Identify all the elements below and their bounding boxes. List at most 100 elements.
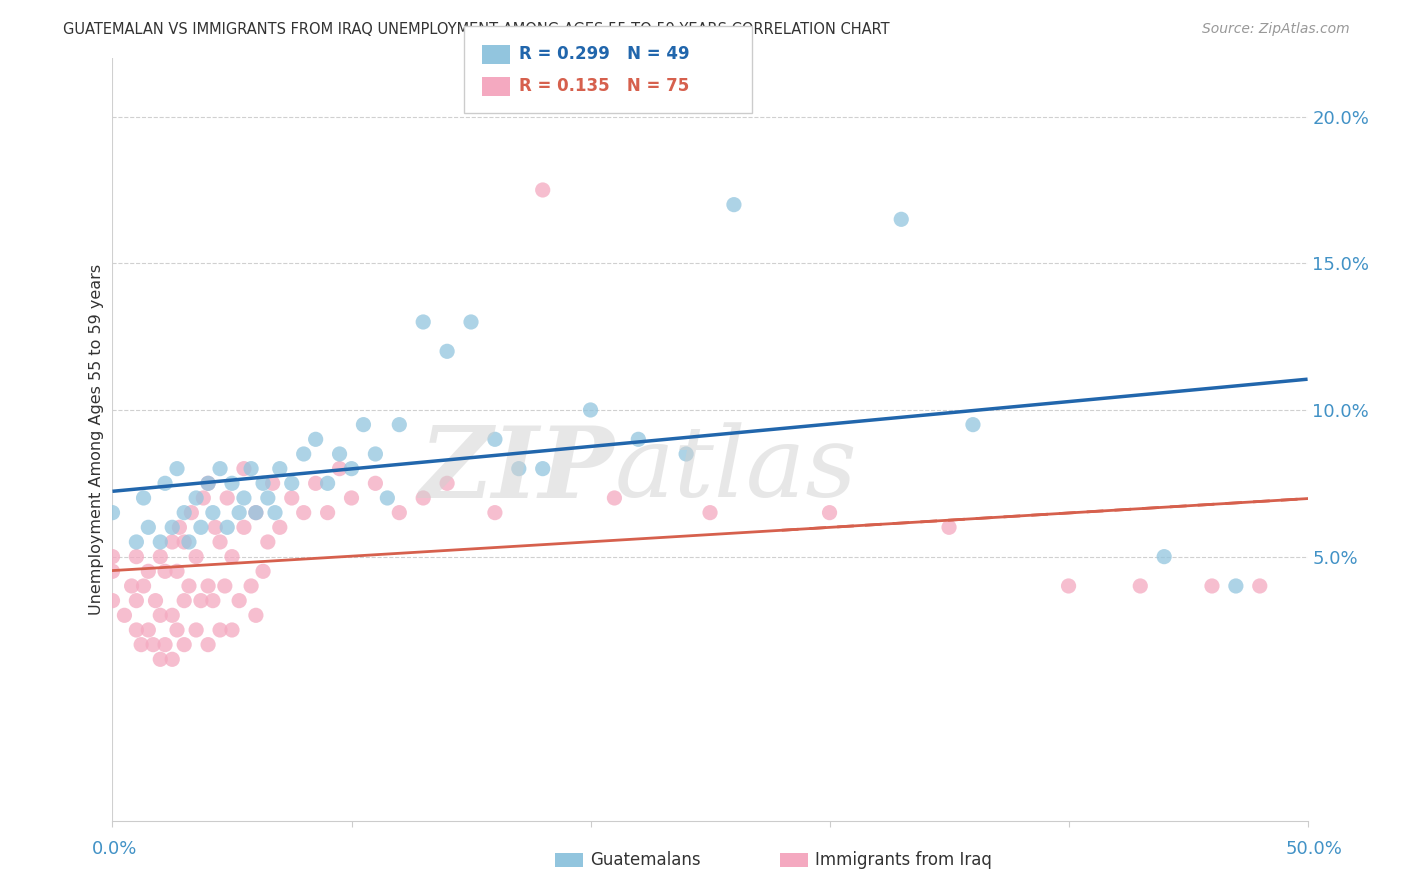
Point	[436, 344, 458, 359]
Point	[228, 593, 250, 607]
Text: Guatemalans: Guatemalans	[591, 851, 702, 869]
Point	[125, 623, 148, 637]
Point	[252, 564, 274, 578]
Point	[281, 491, 304, 505]
Point	[508, 461, 530, 475]
Point	[101, 506, 124, 520]
Point	[209, 535, 232, 549]
Point	[221, 623, 243, 637]
Point	[166, 461, 188, 475]
Point	[340, 491, 363, 505]
Point	[149, 652, 172, 666]
Point	[269, 520, 291, 534]
Point	[531, 183, 554, 197]
Point	[531, 461, 554, 475]
Point	[484, 433, 506, 447]
Point	[316, 506, 339, 520]
Point	[245, 506, 267, 520]
Point	[197, 476, 219, 491]
Point	[221, 476, 243, 491]
Y-axis label: Unemployment Among Ages 55 to 59 years: Unemployment Among Ages 55 to 59 years	[89, 264, 104, 615]
Point	[173, 535, 195, 549]
Text: atlas: atlas	[614, 422, 858, 517]
Point	[233, 491, 256, 505]
Point	[204, 520, 226, 534]
Point	[186, 549, 208, 564]
Point	[125, 549, 148, 564]
Point	[149, 535, 172, 549]
Point	[142, 638, 165, 652]
Point	[1201, 579, 1223, 593]
Point	[240, 461, 263, 475]
Point	[436, 476, 458, 491]
Point	[484, 506, 506, 520]
Point	[129, 638, 152, 652]
Point	[340, 461, 363, 475]
Point	[162, 608, 183, 623]
Point	[153, 564, 176, 578]
Point	[209, 623, 232, 637]
Text: Immigrants from Iraq: Immigrants from Iraq	[815, 851, 993, 869]
Point	[281, 476, 304, 491]
Text: R = 0.299   N = 49: R = 0.299 N = 49	[519, 45, 689, 62]
Point	[138, 520, 160, 534]
Point	[818, 506, 841, 520]
Point	[305, 476, 328, 491]
Point	[257, 535, 280, 549]
Point	[114, 608, 135, 623]
Point	[197, 579, 219, 593]
Point	[352, 417, 374, 432]
Point	[460, 315, 482, 329]
Point	[186, 491, 208, 505]
Point	[138, 564, 160, 578]
Point	[121, 579, 143, 593]
Text: GUATEMALAN VS IMMIGRANTS FROM IRAQ UNEMPLOYMENT AMONG AGES 55 TO 59 YEARS CORREL: GUATEMALAN VS IMMIGRANTS FROM IRAQ UNEMP…	[63, 22, 890, 37]
Point	[257, 491, 280, 505]
Point	[1249, 579, 1271, 593]
Point	[233, 461, 256, 475]
Point	[329, 447, 352, 461]
Point	[173, 638, 195, 652]
Point	[101, 593, 124, 607]
Point	[138, 623, 160, 637]
Point	[388, 417, 411, 432]
Point	[292, 506, 315, 520]
Text: R = 0.135   N = 75: R = 0.135 N = 75	[519, 77, 689, 95]
Point	[197, 638, 219, 652]
Point	[162, 520, 183, 534]
Point	[209, 461, 232, 475]
Point	[177, 535, 200, 549]
Point	[149, 608, 172, 623]
Point	[162, 652, 183, 666]
Text: ZIP: ZIP	[419, 422, 614, 518]
Point	[162, 535, 183, 549]
Text: 50.0%: 50.0%	[1286, 840, 1343, 858]
Point	[1057, 579, 1080, 593]
Point	[132, 579, 155, 593]
Point	[166, 623, 188, 637]
Point	[217, 520, 239, 534]
Point	[962, 417, 984, 432]
Point	[1153, 549, 1175, 564]
Point	[149, 549, 172, 564]
Point	[177, 579, 200, 593]
Point	[173, 593, 195, 607]
Point	[269, 461, 291, 475]
Point	[412, 491, 434, 505]
Point	[101, 549, 124, 564]
Point	[228, 506, 250, 520]
Point	[579, 403, 602, 417]
Point	[132, 491, 155, 505]
Point	[388, 506, 411, 520]
Point	[221, 549, 243, 564]
Point	[1129, 579, 1152, 593]
Point	[316, 476, 339, 491]
Point	[890, 212, 912, 227]
Point	[938, 520, 960, 534]
Point	[217, 491, 239, 505]
Point	[201, 593, 224, 607]
Point	[675, 447, 697, 461]
Point	[180, 506, 202, 520]
Point	[125, 593, 148, 607]
Point	[145, 593, 167, 607]
